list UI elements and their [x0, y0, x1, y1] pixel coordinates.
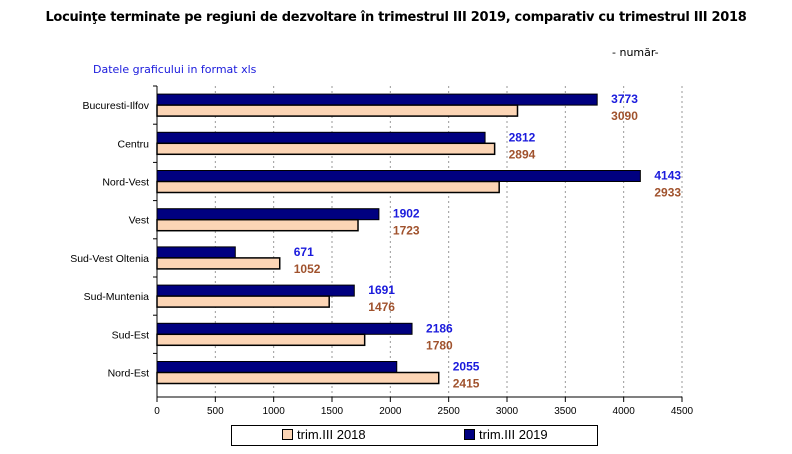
- bar-2019: [156, 170, 641, 182]
- data-label-2019: 2186: [426, 321, 453, 335]
- category-label: Vest: [129, 215, 150, 227]
- bar-2019: [156, 93, 598, 106]
- bar-2018: [156, 333, 366, 347]
- x-tick-label: 0: [154, 406, 160, 417]
- category-label: Nord-Vest: [102, 177, 149, 189]
- bar-2019: [156, 284, 355, 297]
- bar-2019: [156, 322, 413, 335]
- legend-item-2018: trim.III 2018: [282, 427, 366, 442]
- data-label-2019: 671: [294, 245, 314, 259]
- data-label-2018: 1052: [294, 262, 321, 276]
- data-label-2018: 2415: [453, 377, 480, 391]
- data-xls-link[interactable]: Datele graficului in format xls: [93, 63, 257, 76]
- data-label-2019: 2812: [509, 130, 536, 144]
- legend-label-2018: trim.III 2018: [297, 427, 366, 442]
- x-tick-label: 3500: [554, 406, 577, 417]
- category-label: Sud-Muntenia: [84, 291, 150, 303]
- data-label-2019: 3773: [611, 92, 638, 106]
- category-label: Nord-Est: [108, 368, 150, 380]
- data-label-2019: 1902: [393, 207, 420, 221]
- bar-2019: [156, 131, 486, 144]
- data-label-2018: 2933: [654, 186, 681, 200]
- x-tick-label: 1000: [263, 406, 286, 417]
- category-label: Sud-Est: [112, 329, 149, 341]
- bar-2019: [156, 208, 380, 221]
- bar-2019: [156, 246, 236, 259]
- unit-label: - număr-: [612, 46, 659, 59]
- data-label-2018: 1476: [368, 300, 395, 314]
- bar-2019: [156, 361, 398, 373]
- data-label-2018: 1780: [426, 338, 453, 352]
- data-label-2019: 4143: [654, 169, 681, 183]
- data-label-2019: 2055: [453, 360, 480, 374]
- category-label: Bucuresti-Ilfov: [82, 100, 149, 112]
- legend-swatch-2018: [282, 429, 293, 440]
- legend-label-2019: trim.III 2019: [479, 427, 548, 442]
- legend: trim.III 2018 trim.III 2019: [231, 425, 598, 446]
- bar-2018: [156, 371, 440, 385]
- data-label-2019: 1691: [368, 283, 395, 297]
- data-label-2018: 1723: [393, 224, 420, 238]
- x-tick-label: 4500: [671, 406, 694, 417]
- x-tick-label: 3000: [496, 406, 519, 417]
- bar-2018: [156, 104, 519, 117]
- x-tick-label: 1500: [321, 406, 344, 417]
- x-tick-label: 4000: [613, 406, 636, 417]
- bar-2018: [156, 142, 496, 156]
- data-label-2018: 3090: [611, 109, 638, 123]
- bar-2018: [156, 180, 500, 194]
- chart-title: Locuinţe terminate pe regiuni de dezvolt…: [45, 10, 747, 25]
- legend-swatch-2019: [464, 429, 475, 440]
- x-tick-label: 2000: [379, 406, 402, 417]
- bar-2018: [156, 257, 281, 270]
- data-label-2018: 2894: [509, 147, 536, 161]
- x-tick-label: 500: [207, 406, 224, 417]
- bar-2018: [156, 218, 359, 232]
- x-tick-label: 2500: [438, 406, 461, 417]
- legend-item-2019: trim.III 2019: [464, 427, 548, 442]
- bar-2018: [156, 295, 330, 308]
- category-label: Centru: [117, 138, 149, 150]
- category-label: Sud-Vest Oltenia: [70, 253, 149, 265]
